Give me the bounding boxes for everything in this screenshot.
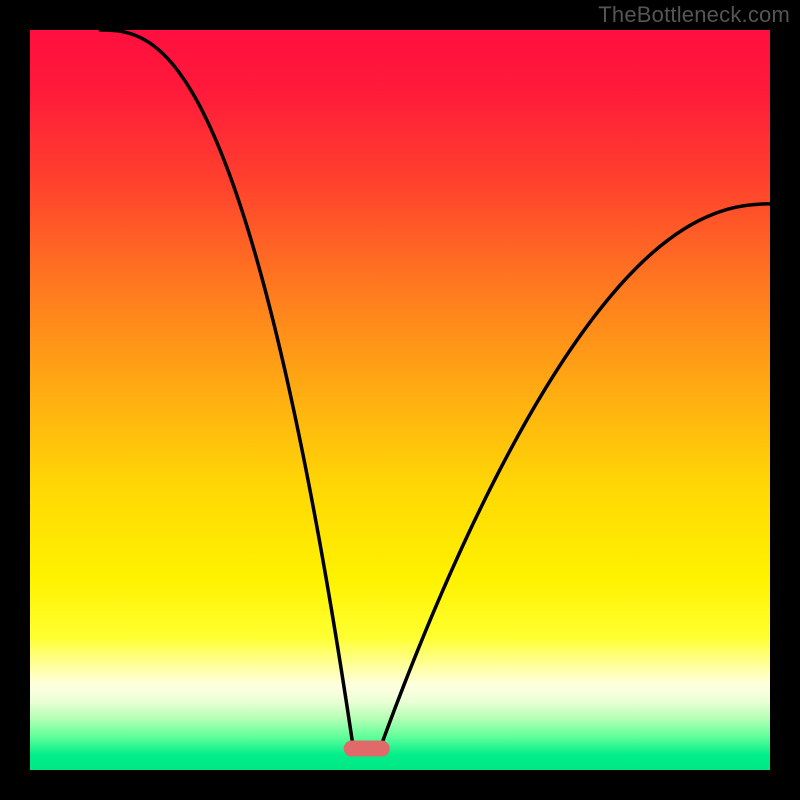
watermark-text: TheBottleneck.com <box>598 2 790 28</box>
apex-marker <box>344 741 390 757</box>
plot-area <box>30 30 770 770</box>
chart-frame: TheBottleneck.com <box>0 0 800 800</box>
bottleneck-curve-chart <box>0 0 800 800</box>
